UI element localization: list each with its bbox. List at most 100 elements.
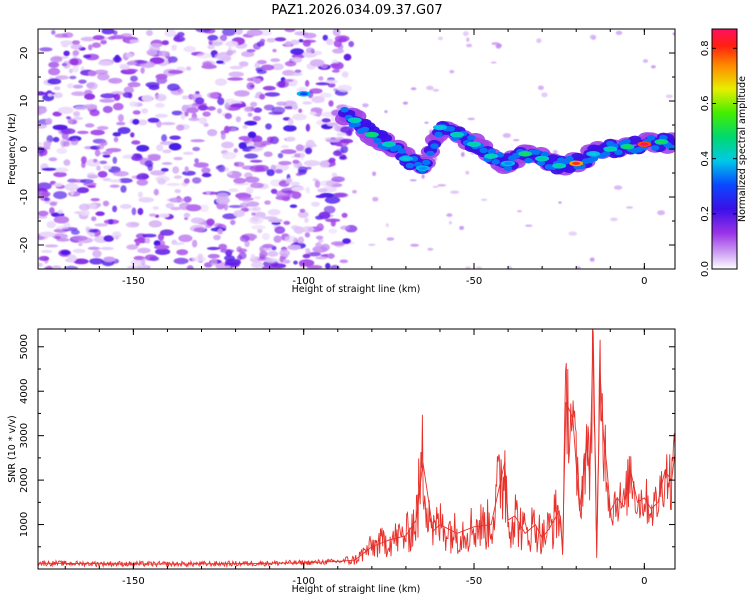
noise-blob [336,132,347,136]
noise-blob [268,218,283,223]
noise-blob [253,107,263,113]
noise-blob [89,232,95,237]
noise-blob [102,177,112,182]
noise-blob [71,229,80,235]
noise-blob [525,224,533,227]
snr-y-label: SNR (10 * v/v) [7,415,18,483]
noise-blob [88,70,97,77]
noise-blob [225,258,241,266]
noise-blob [84,89,93,95]
signal-halo [565,155,574,162]
noise-blob [78,79,87,84]
noise-blob [207,106,216,111]
noise-blob [235,116,242,123]
noise-blob [131,140,141,145]
noise-blob [46,221,56,229]
noise-blob [102,154,111,158]
signal-peak [299,92,308,96]
noise-blob [214,78,227,86]
noise-blob [296,86,308,93]
noise-blob [314,180,321,188]
noise-blob [449,70,455,74]
noise-blob [90,198,100,202]
noise-blob [49,207,55,215]
noise-blob [233,210,245,218]
noise-blob [230,103,247,108]
noise-blob [327,82,336,88]
noise-blob [192,177,202,184]
noise-blob [304,147,313,155]
noise-blob [112,170,129,177]
noise-blob [309,59,325,67]
noise-blob [48,61,60,68]
noise-blob [426,85,434,91]
colorbar: 0.0 0.2 0.4 0.6 0.8 Normalized spectral ampl… [700,28,748,277]
noise-blob [302,253,311,259]
noise-blob [341,212,348,218]
noise-blob [274,169,283,174]
noise-blob [53,191,67,200]
noise-blob [402,101,408,105]
noise-blob [284,235,298,243]
noise-blob [44,197,51,202]
noise-blob [303,160,320,167]
noise-blob [183,212,191,218]
noise-blob [459,225,465,230]
noise-blob [466,37,470,42]
noise-blob [201,64,217,70]
noise-blob [512,139,520,142]
noise-blob [208,39,213,45]
noise-blob [144,254,158,261]
noise-blob [352,189,357,194]
noise-blob [67,254,77,262]
noise-blob [69,75,77,80]
noise-blob [169,197,185,203]
noise-blob [298,108,303,114]
noise-blob [105,148,122,153]
noise-blob [207,44,215,50]
noise-blob [131,154,144,161]
noise-blob [552,150,558,154]
noise-blob [167,56,178,63]
noise-blob [495,43,502,49]
signal-peak [623,145,632,149]
colorbar-label: Normalized spectral amplitude [737,76,748,222]
noise-blob [102,165,112,170]
noise-blob [68,191,81,197]
noise-blob [173,156,183,161]
noise-blob [87,174,99,179]
noise-blob [195,29,211,33]
noise-blob [38,262,44,267]
noise-blob [537,85,544,91]
noise-blob [432,185,440,188]
noise-blob [372,171,377,177]
noise-blob [125,39,130,44]
noise-blob [120,185,127,193]
signal-halo [422,159,431,166]
noise-blob [85,158,101,167]
noise-blob [576,266,581,269]
noise-blob [100,246,114,251]
noise-blob [132,110,141,115]
noise-blob [217,97,225,106]
noise-blob [283,220,291,225]
noise-blob [168,142,182,151]
noise-blob [38,124,47,129]
noise-blob [62,60,71,69]
signal-halo [378,133,393,143]
noise-blob [302,101,313,105]
noise-blob [174,189,181,194]
noise-blob [251,212,256,216]
noise-blob [219,34,228,42]
noise-blob [72,235,88,241]
noise-blob [318,211,331,220]
noise-blob [227,77,244,81]
noise-blob [324,196,341,204]
noise-blob [224,265,231,269]
colorbar-gradient [711,28,738,270]
colorbar-axes: 0.0 0.2 0.4 0.6 0.8 [700,40,737,277]
noise-blob [102,151,113,155]
noise-blob [249,165,265,173]
snr-xtick-label: 0 [641,576,647,587]
